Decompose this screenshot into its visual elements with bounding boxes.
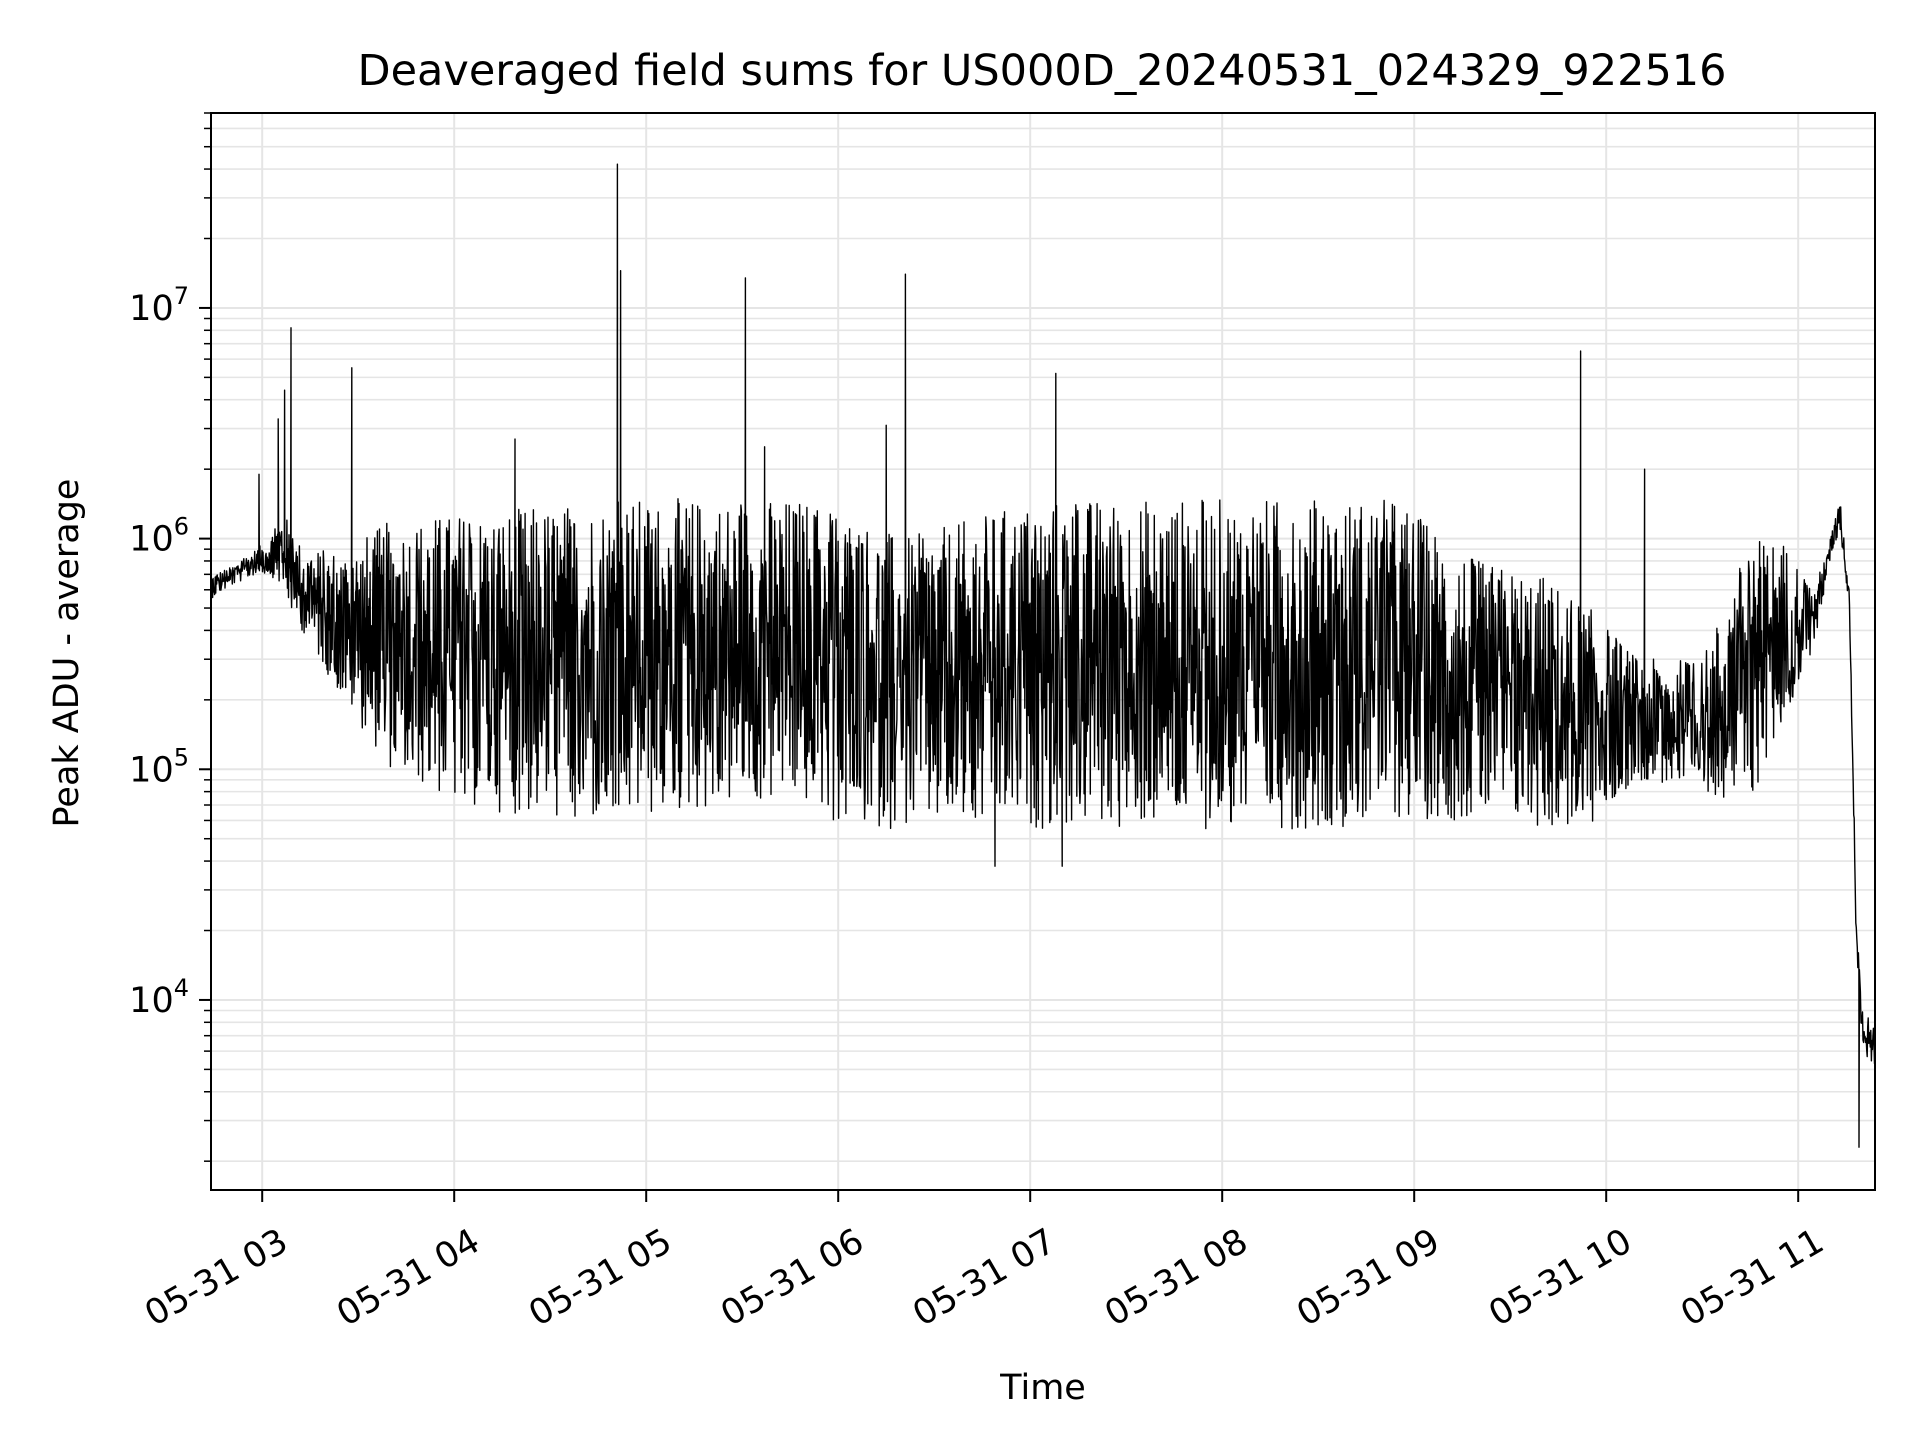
chart-title: Deaveraged field sums for US000D_2024053…: [357, 46, 1726, 96]
plot-area: [210, 163, 1876, 1148]
y-tick-base: 10: [129, 981, 174, 1021]
y-axis-label: Peak ADU - average: [47, 479, 87, 828]
y-tick-label: 106: [129, 513, 189, 560]
y-tick-label: 107: [129, 282, 189, 329]
y-tick-exponent: 5: [174, 743, 189, 771]
y-tick-exponent: 7: [174, 282, 189, 310]
x-axis-label: Time: [999, 1368, 1086, 1408]
y-tick-label: 105: [129, 743, 189, 790]
series-line: [210, 163, 1876, 1148]
y-tick-base: 10: [129, 289, 174, 329]
plot-frame: [210, 112, 1876, 1191]
y-tick-exponent: 6: [174, 513, 189, 541]
y-tick-base: 10: [129, 750, 174, 790]
y-tick-label: 104: [129, 974, 189, 1021]
y-tick-exponent: 4: [174, 974, 189, 1002]
y-tick-base: 10: [129, 520, 174, 560]
